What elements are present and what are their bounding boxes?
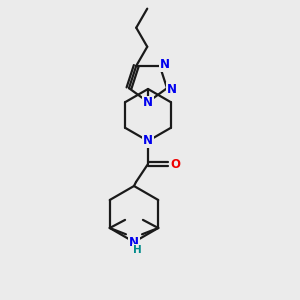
Text: N: N bbox=[143, 134, 153, 148]
Text: N: N bbox=[167, 83, 177, 96]
Text: N: N bbox=[143, 97, 153, 110]
Text: N: N bbox=[160, 58, 170, 71]
Text: H: H bbox=[133, 245, 141, 255]
Text: O: O bbox=[170, 158, 180, 170]
Text: N: N bbox=[129, 236, 139, 250]
